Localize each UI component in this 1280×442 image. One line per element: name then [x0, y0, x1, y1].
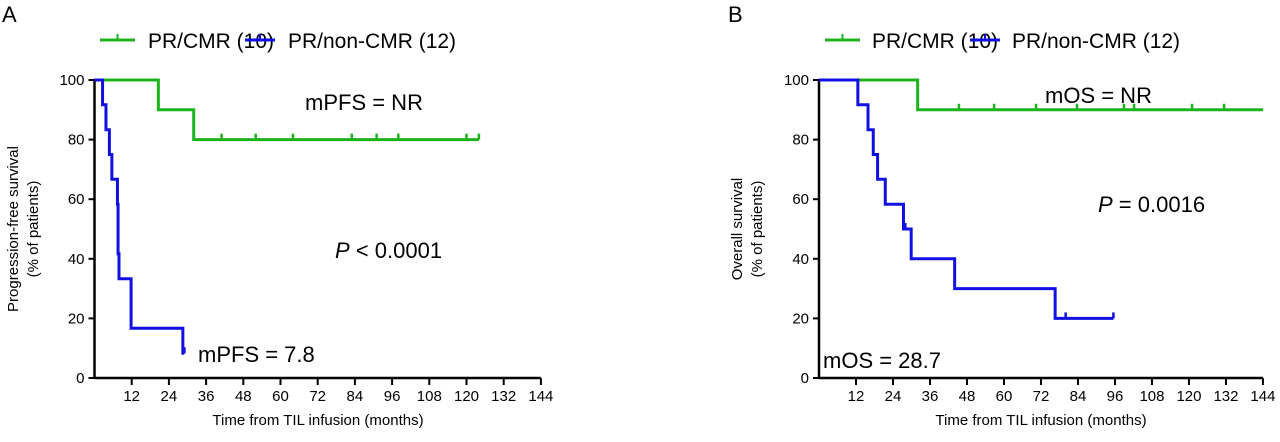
- p-symbol: P: [1098, 192, 1113, 217]
- y-axis-label: Progression-free survival: [5, 146, 22, 312]
- x-tick-label: 12: [848, 388, 865, 405]
- y-tick-label: 40: [792, 251, 809, 268]
- x-tick-label: 72: [1033, 388, 1050, 405]
- x-tick-label: 84: [1070, 388, 1087, 405]
- x-axis-label: Time from TIL infusion (months): [212, 412, 423, 429]
- y-tick-label: 60: [792, 191, 809, 208]
- y-tick-label: 80: [792, 132, 809, 149]
- annotation-median: mPFS = 7.8: [198, 342, 315, 367]
- x-tick-label: 144: [1250, 388, 1275, 405]
- legend-label: PR/non-CMR (12): [288, 30, 456, 53]
- x-tick-label: 96: [1107, 388, 1124, 405]
- km-curve-non-cmr: [94, 78, 185, 355]
- y-tick-label: 80: [68, 132, 85, 149]
- x-tick-label: 120: [1176, 388, 1201, 405]
- x-tick-label: 144: [528, 388, 553, 405]
- annotation-median: mOS = 28.7: [823, 348, 941, 373]
- x-tick-label: 120: [454, 388, 479, 405]
- x-tick-label: 96: [384, 388, 401, 405]
- x-tick-label: 12: [123, 388, 140, 405]
- km-curve-cmr: [819, 78, 1263, 112]
- x-tick-label: 48: [959, 388, 976, 405]
- annotation-median-nr: mOS = NR: [1045, 83, 1152, 108]
- x-axis-label: Time from TIL infusion (months): [935, 412, 1146, 429]
- y-tick-label: 20: [68, 310, 85, 327]
- panel-label: B: [728, 2, 743, 27]
- annotation-p-value: P < 0.0001: [335, 238, 442, 263]
- x-tick-label: 36: [922, 388, 939, 405]
- p-value-text: < 0.0001: [350, 238, 442, 263]
- p-symbol: P: [335, 238, 350, 263]
- x-tick-label: 24: [885, 388, 902, 405]
- annotation-p-value: P = 0.0016: [1098, 192, 1205, 217]
- km-curve-cmr: [94, 78, 479, 142]
- x-tick-label: 48: [235, 388, 252, 405]
- legend-label: PR/non-CMR (12): [1012, 30, 1180, 53]
- x-tick-label: 132: [1213, 388, 1238, 405]
- x-tick-label: 132: [491, 388, 516, 405]
- y-tick-label: 60: [68, 191, 85, 208]
- km-curve-non-cmr: [819, 78, 1114, 320]
- x-tick-label: 60: [996, 388, 1013, 405]
- chart-panel-B: B 0 20 40 60 80 100 12 24 36 48 60 72 84 96 108 120 132 14…: [728, 2, 1275, 429]
- x-tick-label: 36: [198, 388, 215, 405]
- annotation-median-nr: mPFS = NR: [305, 90, 423, 115]
- legend-label: PR/CMR (10): [148, 30, 274, 53]
- y-axis-label: Overall survival: [729, 178, 746, 281]
- y-tick-label: 40: [68, 251, 85, 268]
- chart-panel-A: A 0 20 40 60 80 100 12 24 36 48 60 72 84 96 108 120 132 14…: [2, 2, 553, 429]
- y-tick-label: 0: [76, 370, 84, 387]
- panel-label: A: [2, 2, 17, 27]
- y-tick-label: 20: [792, 310, 809, 327]
- y-tick-label: 100: [784, 72, 809, 89]
- x-tick-label: 84: [347, 388, 364, 405]
- x-tick-label: 24: [161, 388, 178, 405]
- legend-label: PR/CMR (10): [872, 30, 998, 53]
- y-tick-label: 0: [801, 370, 809, 387]
- x-tick-label: 108: [1139, 388, 1164, 405]
- y-axis-label: (% of patients): [749, 181, 766, 278]
- p-value-text: = 0.0016: [1113, 192, 1205, 217]
- x-tick-label: 72: [309, 388, 326, 405]
- x-tick-label: 108: [417, 388, 442, 405]
- x-tick-label: 60: [272, 388, 289, 405]
- y-axis-label: (% of patients): [25, 181, 42, 278]
- y-tick-label: 100: [59, 72, 84, 89]
